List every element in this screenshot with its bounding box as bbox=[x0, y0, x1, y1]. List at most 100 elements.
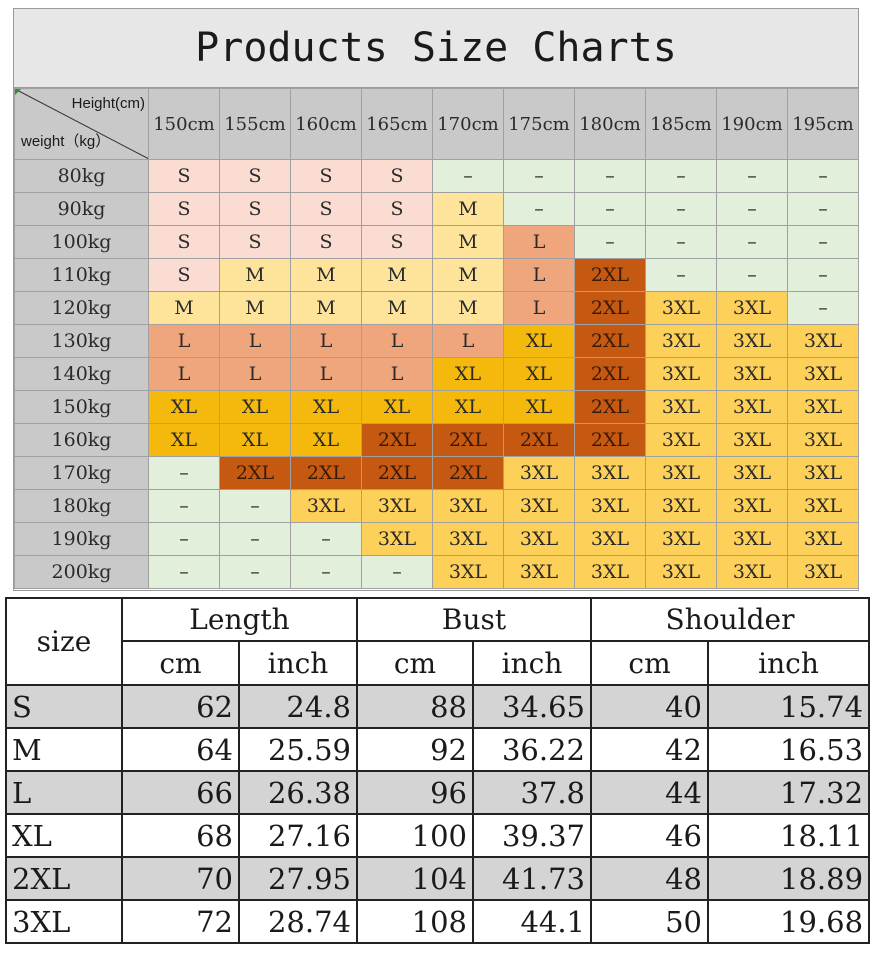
weight-row: 190kg – – –3XL 3XL 3XL 3XL 3XL 3XL 3XL bbox=[14, 522, 859, 556]
size-cell: M bbox=[361, 291, 433, 325]
size-cell: – bbox=[219, 522, 291, 556]
size-cell: 3XL bbox=[787, 555, 859, 589]
measurement-value: 18.89 bbox=[707, 856, 871, 901]
size-cell: XL bbox=[503, 390, 575, 424]
size-cell: M bbox=[432, 258, 504, 292]
size-cell: – bbox=[219, 555, 291, 589]
measurement-value: 108 bbox=[356, 899, 474, 944]
size-cell: 3XL bbox=[503, 522, 575, 556]
size-cell: – bbox=[148, 522, 220, 556]
weight-row: 130kg L L L L L XL 2XL 3XL 3XL 3XL bbox=[14, 324, 859, 358]
size-cell: M bbox=[290, 291, 362, 325]
measurement-value: 25.59 bbox=[238, 727, 358, 772]
size-cell: 3XL bbox=[361, 489, 433, 523]
size-cell: – bbox=[290, 555, 362, 589]
weight-row: 90kg S S S S M – – – – – bbox=[14, 192, 859, 226]
measurement-value: 72 bbox=[121, 899, 240, 944]
height-header-cell: 165cm bbox=[361, 88, 433, 160]
height-header-cell: 185cm bbox=[645, 88, 717, 160]
size-cell: – bbox=[361, 555, 433, 589]
size-cell: 3XL bbox=[787, 456, 859, 490]
shoulder-cm-header: cm bbox=[590, 640, 710, 686]
size-cell: L bbox=[361, 324, 433, 358]
length-cm-header: cm bbox=[121, 640, 240, 686]
size-cell: – bbox=[574, 159, 646, 193]
size-cell: XL bbox=[361, 390, 433, 424]
size-cell: – bbox=[503, 192, 575, 226]
size-cell: 2XL bbox=[432, 423, 504, 457]
measurement-value: 27.16 bbox=[238, 813, 358, 858]
measurement-value: 88 bbox=[356, 684, 474, 729]
size-cell: 3XL bbox=[574, 555, 646, 589]
weight-row: 150kg XL XL XL XL XL XL 2XL 3XL 3XL 3XL bbox=[14, 390, 859, 424]
size-cell: L bbox=[361, 357, 433, 391]
weight-label: 180kg bbox=[14, 489, 149, 523]
size-cell: 2XL bbox=[290, 456, 362, 490]
measurement-row: S 62 24.8 88 34.65 40 15.74 bbox=[5, 684, 871, 729]
size-cell: M bbox=[148, 291, 220, 325]
size-cell: 3XL bbox=[432, 522, 504, 556]
size-cell: – bbox=[574, 225, 646, 259]
size-cell: 3XL bbox=[716, 522, 788, 556]
size-cell: – bbox=[503, 159, 575, 193]
size-cell: L bbox=[148, 324, 220, 358]
size-cell: 3XL bbox=[574, 456, 646, 490]
size-cell: 3XL bbox=[716, 456, 788, 490]
size-cell: 3XL bbox=[503, 456, 575, 490]
size-cell: 2XL bbox=[361, 423, 433, 457]
size-cell: 3XL bbox=[716, 423, 788, 457]
size-cell: – bbox=[787, 258, 859, 292]
size-cell: – bbox=[645, 192, 717, 226]
corner-cell: Height(cm) weight（kg） bbox=[14, 88, 149, 160]
size-cell: 3XL bbox=[716, 357, 788, 391]
measurement-row: L 66 26.38 96 37.8 44 17.32 bbox=[5, 770, 871, 815]
measurement-value: 48 bbox=[590, 856, 710, 901]
height-header-row: Height(cm) weight（kg） 150cm 155cm 160cm 165… bbox=[14, 88, 859, 160]
height-header-cell: 155cm bbox=[219, 88, 291, 160]
height-header-cell: 195cm bbox=[787, 88, 859, 160]
size-cell: – bbox=[787, 225, 859, 259]
size-cell: S bbox=[361, 159, 433, 193]
weight-label: 110kg bbox=[14, 258, 149, 292]
size-cell: 3XL bbox=[432, 489, 504, 523]
size-label: 2XL bbox=[5, 856, 123, 901]
weight-row: 140kg L L L L XL XL 2XL 3XL 3XL 3XL bbox=[14, 357, 859, 391]
length-inch-header: inch bbox=[238, 640, 358, 686]
size-cell: 2XL bbox=[574, 291, 646, 325]
measurement-value: 46 bbox=[590, 813, 710, 858]
size-cell: 2XL bbox=[574, 357, 646, 391]
size-cell: 3XL bbox=[645, 456, 717, 490]
measurement-body: S 62 24.8 88 34.65 40 15.74 M 64 25.59 92 36.22 42 16… bbox=[5, 684, 871, 944]
size-cell: 3XL bbox=[645, 489, 717, 523]
measurement-value: 37.8 bbox=[471, 770, 593, 815]
size-cell: XL bbox=[503, 324, 575, 358]
weight-label: 200kg bbox=[14, 555, 149, 589]
size-cell: – bbox=[148, 555, 220, 589]
measurement-row: 3XL 72 28.74 108 44.1 50 19.68 bbox=[5, 899, 871, 944]
size-cell: 3XL bbox=[645, 291, 717, 325]
size-cell: S bbox=[219, 225, 291, 259]
measurement-value: 24.8 bbox=[238, 684, 358, 729]
size-cell: – bbox=[645, 258, 717, 292]
size-cell: – bbox=[787, 291, 859, 325]
size-cell: S bbox=[148, 225, 220, 259]
size-cell: 3XL bbox=[503, 489, 575, 523]
bust-inch-header: inch bbox=[471, 640, 593, 686]
size-cell: 3XL bbox=[503, 555, 575, 589]
size-cell: – bbox=[716, 225, 788, 259]
measurement-value: 15.74 bbox=[707, 684, 871, 729]
size-cell: – bbox=[645, 159, 717, 193]
shoulder-inch-header: inch bbox=[707, 640, 871, 686]
weight-label: 80kg bbox=[14, 159, 149, 193]
size-cell: – bbox=[787, 192, 859, 226]
size-cell: XL bbox=[432, 357, 504, 391]
weight-row: 170kg –2XL 2XL 2XL 2XL 3XL 3XL 3XL 3XL 3XL bbox=[14, 456, 859, 490]
weight-label: 170kg bbox=[14, 456, 149, 490]
weight-row: 180kg – –3XL 3XL 3XL 3XL 3XL 3XL 3XL 3XL bbox=[14, 489, 859, 523]
weight-label: 190kg bbox=[14, 522, 149, 556]
measurement-value: 50 bbox=[590, 899, 710, 944]
size-cell: – bbox=[148, 456, 220, 490]
measurement-value: 17.32 bbox=[707, 770, 871, 815]
size-cell: XL bbox=[148, 423, 220, 457]
size-cell: 2XL bbox=[432, 456, 504, 490]
